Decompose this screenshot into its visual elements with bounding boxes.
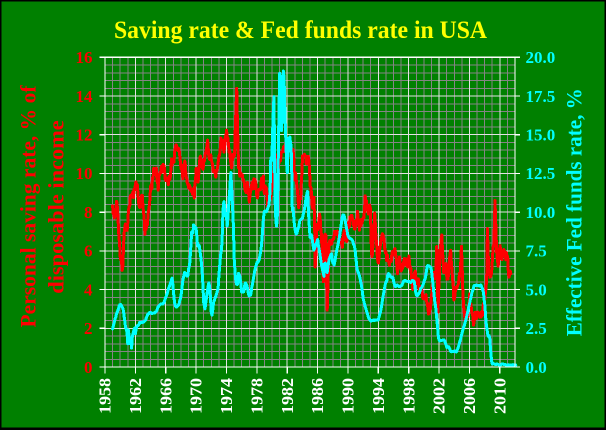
svg-text:1966: 1966	[156, 378, 175, 414]
svg-text:Saving rate & Fed funds rate i: Saving rate & Fed funds rate in USA	[114, 17, 487, 44]
svg-text:10: 10	[76, 164, 93, 183]
svg-text:16: 16	[76, 48, 93, 67]
svg-text:6: 6	[84, 242, 93, 261]
svg-text:4: 4	[84, 280, 93, 299]
svg-text:1958: 1958	[96, 378, 115, 414]
svg-text:disposable income: disposable income	[43, 120, 68, 294]
svg-text:12.5: 12.5	[526, 164, 556, 183]
svg-text:1994: 1994	[369, 377, 388, 414]
svg-text:17.5: 17.5	[526, 87, 556, 106]
svg-text:2010: 2010	[490, 378, 509, 414]
svg-text:5.0: 5.0	[526, 280, 547, 299]
svg-text:1986: 1986	[308, 378, 327, 414]
svg-text:2: 2	[84, 319, 93, 338]
svg-text:10.0: 10.0	[526, 203, 556, 222]
svg-text:Personal saving rate, % of: Personal saving rate, % of	[16, 85, 41, 327]
svg-text:15.0: 15.0	[526, 126, 556, 145]
svg-text:1998: 1998	[399, 378, 418, 414]
svg-text:8: 8	[84, 203, 93, 222]
svg-text:2006: 2006	[460, 378, 479, 414]
svg-text:1990: 1990	[339, 378, 358, 414]
svg-text:1978: 1978	[247, 378, 266, 414]
svg-text:1974: 1974	[217, 377, 236, 414]
svg-text:Effective Fed funds rate, %: Effective Fed funds rate, %	[562, 88, 587, 336]
svg-text:12: 12	[76, 126, 93, 145]
svg-text:1970: 1970	[187, 378, 206, 414]
svg-text:20.0: 20.0	[526, 48, 556, 67]
svg-text:0.0: 0.0	[526, 358, 547, 377]
svg-text:7.5: 7.5	[526, 242, 547, 261]
svg-text:0: 0	[84, 358, 93, 377]
svg-text:2.5: 2.5	[526, 319, 547, 338]
svg-text:1962: 1962	[126, 378, 145, 414]
svg-text:14: 14	[76, 87, 94, 106]
svg-text:1982: 1982	[278, 378, 297, 414]
svg-text:2002: 2002	[430, 378, 449, 414]
